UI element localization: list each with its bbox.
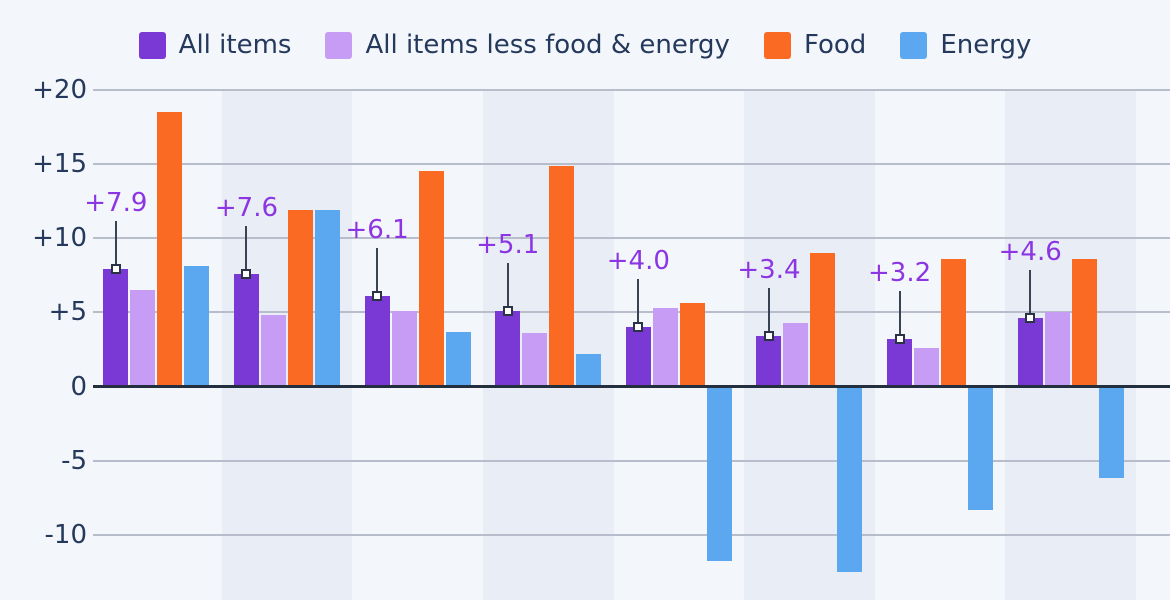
bar-all-items-g6[interactable] [756, 336, 782, 387]
legend-label-food: Food [803, 30, 867, 60]
gridline-15 [93, 163, 1170, 166]
data-label-marker-icon-g8 [1025, 313, 1036, 324]
bar-food-g5[interactable] [679, 303, 705, 387]
gridline-20 [93, 88, 1170, 91]
bar-all-items-less-food-energy-g8[interactable] [1044, 312, 1070, 387]
bar-energy-g5[interactable] [706, 386, 732, 562]
bar-energy-g7[interactable] [968, 386, 994, 510]
data-label-line-g7 [898, 291, 901, 340]
bar-food-g6[interactable] [810, 253, 836, 387]
bar-energy-g3[interactable] [445, 331, 471, 387]
bar-energy-g8[interactable] [1098, 386, 1124, 479]
data-label-marker-icon-g6 [763, 331, 774, 342]
legend-item-food[interactable]: Food [763, 30, 867, 60]
bar-all-items-g8[interactable] [1017, 318, 1043, 387]
legend-swatch-food-icon [763, 31, 791, 59]
data-label-g7: +3.2 [867, 258, 932, 289]
bar-all-items-g4[interactable] [495, 310, 521, 387]
bar-all-items-less-food-energy-g4[interactable] [522, 333, 548, 387]
data-label-g4: +5.1 [476, 229, 540, 260]
legend-swatch-all-items-icon [138, 31, 166, 59]
bar-all-items-less-food-energy-g7[interactable] [914, 347, 940, 387]
legend-label-all-items-less-food-energy: All items less food & energy [365, 30, 730, 60]
bar-all-items-less-food-energy-g3[interactable] [391, 310, 417, 387]
gridline--10 [93, 533, 1170, 536]
bar-all-items-less-food-energy-g6[interactable] [783, 322, 809, 387]
bar-all-items-less-food-energy-g1[interactable] [130, 290, 156, 387]
bar-all-items-g1[interactable] [103, 269, 129, 387]
y-tick--10: -10 [44, 519, 87, 550]
bar-all-items-g3[interactable] [364, 296, 390, 387]
y-tick-15: +15 [32, 149, 87, 180]
data-label-marker-icon-g2 [241, 268, 252, 279]
bar-food-g8[interactable] [1071, 258, 1097, 387]
bar-all-items-g7[interactable] [887, 339, 913, 387]
data-label-line-g3 [376, 248, 379, 297]
data-label-marker-icon-g3 [372, 291, 383, 302]
y-tick-10: +10 [32, 223, 87, 254]
gridline-5 [93, 311, 1170, 314]
bar-food-g1[interactable] [157, 112, 183, 387]
bar-food-g7[interactable] [941, 258, 967, 387]
zero-baseline [93, 385, 1170, 388]
data-label-marker-icon-g1 [110, 264, 121, 275]
legend-label-all-items: All items [178, 30, 292, 60]
y-tick-20: +20 [32, 74, 87, 105]
bar-food-g2[interactable] [287, 210, 313, 387]
bar-energy-g4[interactable] [576, 353, 602, 387]
bar-energy-g6[interactable] [837, 386, 863, 572]
data-label-marker-icon-g4 [502, 305, 513, 316]
data-label-line-g5 [637, 279, 640, 328]
legend-swatch-all-items-less-food-energy-icon [325, 31, 353, 59]
bar-food-g4[interactable] [549, 165, 575, 387]
data-label-g3: +6.1 [345, 215, 409, 246]
data-label-g5: +4.0 [606, 246, 670, 277]
bar-all-items-g2[interactable] [233, 273, 259, 387]
legend-item-energy[interactable]: Energy [900, 30, 1031, 60]
bar-all-items-less-food-energy-g2[interactable] [260, 315, 286, 387]
legend-item-all-items[interactable]: All items [138, 30, 292, 60]
data-label-g6: +3.4 [737, 255, 801, 286]
y-tick-0: 0 [70, 371, 87, 402]
bar-energy-g1[interactable] [184, 266, 210, 387]
data-label-g2: +7.6 [214, 192, 279, 223]
legend-item-all-items-less-food-energy[interactable]: All items less food & energy [325, 30, 730, 60]
data-label-line-g4 [506, 262, 509, 311]
data-label-line-g2 [245, 225, 248, 274]
gridline--5 [93, 459, 1170, 462]
y-tick-5: +5 [48, 297, 87, 328]
y-tick--5: -5 [61, 445, 87, 476]
legend: All items All items less food & energy F… [0, 29, 1170, 61]
bar-energy-g2[interactable] [314, 210, 340, 387]
bar-food-g3[interactable] [418, 171, 444, 387]
bar-all-items-less-food-energy-g5[interactable] [652, 307, 678, 387]
bar-all-items-g5[interactable] [625, 327, 651, 387]
data-label-line-g6 [767, 288, 770, 337]
data-label-line-g1 [114, 221, 117, 270]
data-label-g1: +7.9 [84, 188, 148, 219]
gridline-10 [93, 237, 1170, 240]
legend-swatch-energy-icon [900, 31, 928, 59]
data-label-marker-icon-g7 [894, 334, 905, 345]
data-label-g8: +4.6 [998, 237, 1062, 268]
legend-label-energy: Energy [940, 30, 1032, 60]
data-label-marker-icon-g5 [633, 322, 644, 333]
data-label-line-g8 [1029, 270, 1032, 319]
